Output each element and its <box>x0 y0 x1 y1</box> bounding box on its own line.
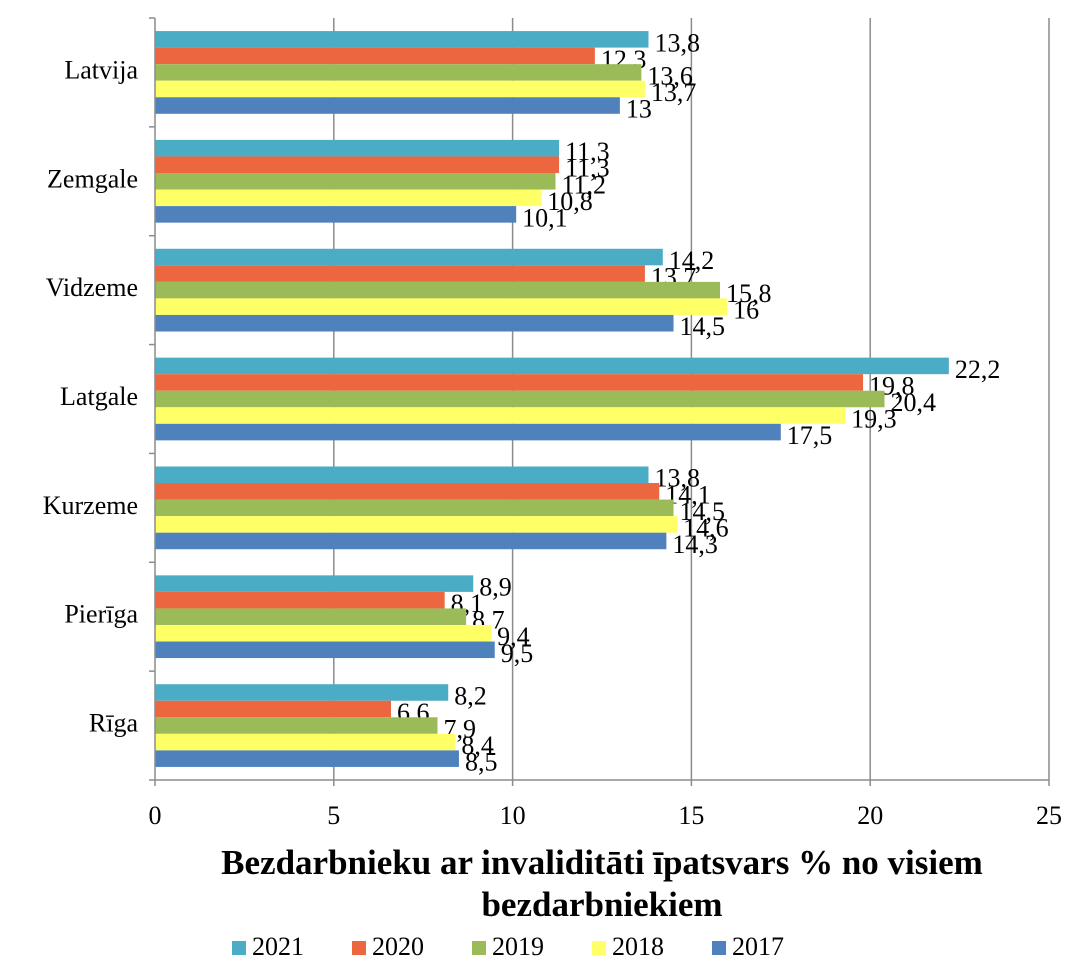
legend-label: 2020 <box>372 932 424 961</box>
data-label: 13,7 <box>651 78 697 107</box>
legend-swatch <box>592 941 606 955</box>
legend-label: 2021 <box>252 932 304 961</box>
data-label: 14,5 <box>680 497 726 526</box>
bar <box>155 684 449 701</box>
bar <box>155 390 885 408</box>
bar <box>155 97 620 114</box>
data-label: 14,6 <box>683 513 729 542</box>
bar <box>155 156 560 174</box>
bar <box>155 591 445 609</box>
bar <box>155 47 595 65</box>
data-label: 22,2 <box>955 355 1001 384</box>
legend-swatch <box>472 941 486 955</box>
bar <box>155 423 781 441</box>
bar <box>155 483 660 500</box>
legend-swatch <box>352 941 366 955</box>
bar <box>155 64 642 81</box>
bar <box>155 750 459 767</box>
data-label: 9,5 <box>501 639 533 668</box>
bar <box>155 314 674 332</box>
bar <box>155 80 645 98</box>
bar <box>155 31 649 48</box>
x-tick-label: 0 <box>149 801 162 830</box>
bar <box>155 516 678 533</box>
y-tick-label: Zemgale <box>47 164 138 193</box>
bar <box>155 532 667 550</box>
bar <box>155 466 649 484</box>
legend-swatch <box>712 941 726 955</box>
y-tick-label: Rīga <box>89 709 139 738</box>
data-label: 20,4 <box>891 388 937 417</box>
data-label: 8,2 <box>454 681 487 710</box>
data-label: 14,5 <box>680 312 726 341</box>
y-tick-label: Latgale <box>60 382 138 411</box>
bar <box>155 624 492 642</box>
bar <box>155 265 645 282</box>
legend-label: 2018 <box>612 932 664 961</box>
bar <box>155 499 674 517</box>
data-label: 17,5 <box>787 421 833 450</box>
bar <box>155 139 560 157</box>
bar <box>155 608 467 625</box>
x-tick-label: 20 <box>857 801 883 830</box>
data-label: 8,4 <box>461 731 494 760</box>
data-label: 14,2 <box>669 246 715 275</box>
x-axis-title: Bezdarbnieku ar invaliditāti īpatsvars %… <box>221 843 983 924</box>
bar <box>155 357 949 375</box>
bar <box>155 206 517 223</box>
y-tick-label: Pierīga <box>64 600 138 629</box>
bar <box>155 700 392 718</box>
bar <box>155 575 474 592</box>
data-label: 11,2 <box>562 170 607 199</box>
y-tick-label: Vidzeme <box>46 273 138 302</box>
y-tick-label: Latvija <box>64 55 138 84</box>
data-label: 19,3 <box>851 405 897 434</box>
x-tick-label: 10 <box>500 801 526 830</box>
data-label: 13,8 <box>654 464 700 493</box>
bar <box>155 717 438 734</box>
x-tick-label: 25 <box>1036 801 1062 830</box>
bar <box>155 248 663 266</box>
data-label: 16 <box>733 296 759 325</box>
legend-label: 2017 <box>732 932 784 961</box>
legend-swatch <box>232 941 246 955</box>
data-label: 14,3 <box>672 530 718 559</box>
data-label: 10,8 <box>547 187 593 216</box>
x-tick-label: 15 <box>678 801 704 830</box>
data-label: 13,8 <box>654 28 700 57</box>
data-label: 8,9 <box>479 573 512 602</box>
x-tick-label: 5 <box>327 801 340 830</box>
bar <box>155 641 495 659</box>
bar <box>155 374 864 391</box>
data-label: 8,5 <box>465 748 498 777</box>
bar <box>155 407 846 424</box>
y-tick-label: Kurzeme <box>43 491 138 520</box>
bar <box>155 298 728 315</box>
data-label: 13 <box>626 94 652 123</box>
bar <box>155 281 721 299</box>
bar <box>155 173 556 190</box>
data-label: 11,3 <box>565 154 610 183</box>
legend-label: 2019 <box>492 932 544 961</box>
data-label: 15,8 <box>726 279 772 308</box>
data-label: 9,4 <box>497 622 530 651</box>
bar <box>155 189 542 207</box>
data-label: 10,1 <box>522 203 568 232</box>
data-label: 11,3 <box>565 137 610 166</box>
data-label: 13,6 <box>647 61 693 90</box>
bar <box>155 733 456 751</box>
